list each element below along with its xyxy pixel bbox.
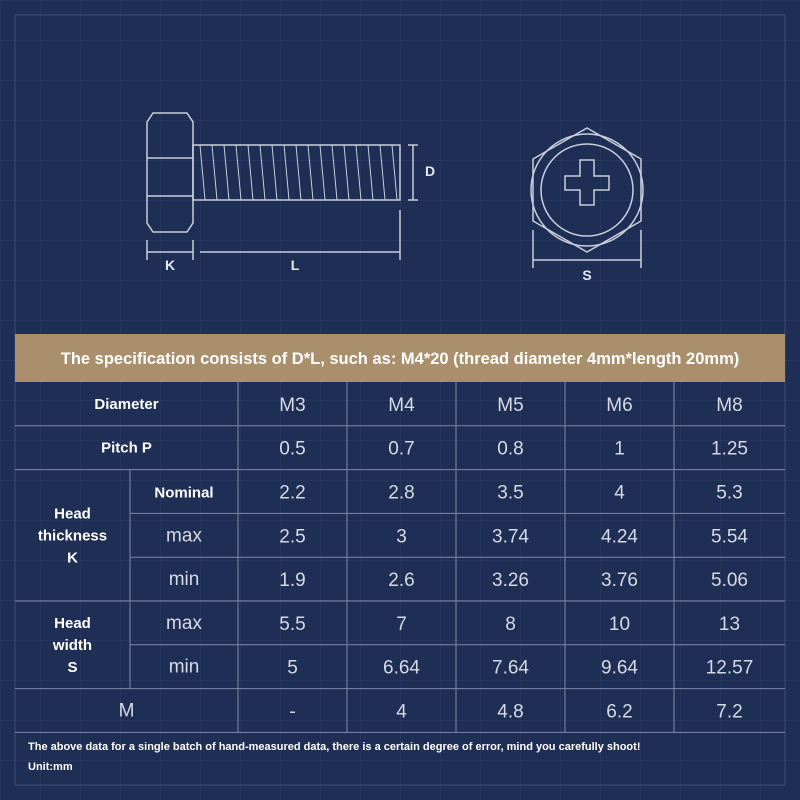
cell-value: 5.54 [711,526,748,547]
cell-value: 7.64 [492,658,529,679]
cell-value: 5.06 [711,570,748,591]
cell-value: 1.25 [711,439,748,460]
cell-value: 2.8 [388,483,414,504]
cell-value: 7 [396,614,407,635]
cell-value: M6 [606,395,632,416]
row-label: Nominal [154,485,213,502]
cell-value: 4.8 [497,702,523,723]
dim-label: L [291,257,300,273]
cell-value: 5.5 [279,614,305,635]
cell-value: 3.74 [492,526,529,547]
footer-note: The above data for a single batch of han… [28,741,640,753]
cell-value: 3.76 [601,570,638,591]
cell-value: M5 [497,395,523,416]
cell-value: 2.2 [279,483,305,504]
cell-value: 13 [719,614,740,635]
group-label: thickness [38,527,107,544]
banner [15,334,785,382]
dim-label: S [582,267,591,283]
cell-value: 2.6 [388,570,414,591]
cell-value: 3 [396,526,407,547]
group-label: width [52,637,92,654]
group-label: Head [54,505,91,522]
bolt-side-view [146,112,418,260]
row-label: Diameter [94,396,158,413]
cell-value: 7.2 [716,702,742,723]
banner-text: The specification consists of D*L, such … [61,350,740,368]
cell-value: 6.64 [383,658,420,679]
group-label: K [67,549,78,566]
cell-value: 4 [396,702,407,723]
row-label: max [166,613,202,634]
frame [14,14,786,786]
row-label: min [169,569,200,590]
cell-value: 10 [609,614,630,635]
cell-value: 1 [614,439,625,460]
cell-value: 4.24 [601,526,638,547]
cell-value: 5.3 [716,483,742,504]
row-label: Pitch P [101,440,152,457]
cell-value: 3.26 [492,570,529,591]
cell-value: M3 [279,395,305,416]
cell-value: 8 [505,614,516,635]
cell-value: 1.9 [279,570,305,591]
cell-value: 5 [287,658,298,679]
cell-value: 0.5 [279,439,305,460]
cell-value: 3.5 [497,483,523,504]
cell-value: 0.8 [497,439,523,460]
row-label: min [169,657,200,678]
dim-label: K [165,257,175,273]
footer-unit: Unit:mm [28,761,73,773]
cell-value: 12.57 [706,658,754,679]
cell-value: 2.5 [279,526,305,547]
cell-value: - [289,702,295,723]
row-label: M [119,701,135,722]
cell-value: M4 [388,395,415,416]
group-label: Head [54,615,91,632]
row-label: max [166,525,202,546]
cell-value: 6.2 [606,702,632,723]
cell-value: M8 [716,395,742,416]
cell-value: 0.7 [388,439,414,460]
cell-value: 4 [614,483,625,504]
cell-value: 9.64 [601,658,638,679]
dim-label: D [425,163,435,179]
group-label: S [67,659,77,676]
bolt-top-view [530,127,644,268]
